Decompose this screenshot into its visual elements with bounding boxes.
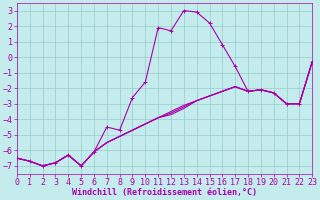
X-axis label: Windchill (Refroidissement éolien,°C): Windchill (Refroidissement éolien,°C) — [72, 188, 257, 197]
